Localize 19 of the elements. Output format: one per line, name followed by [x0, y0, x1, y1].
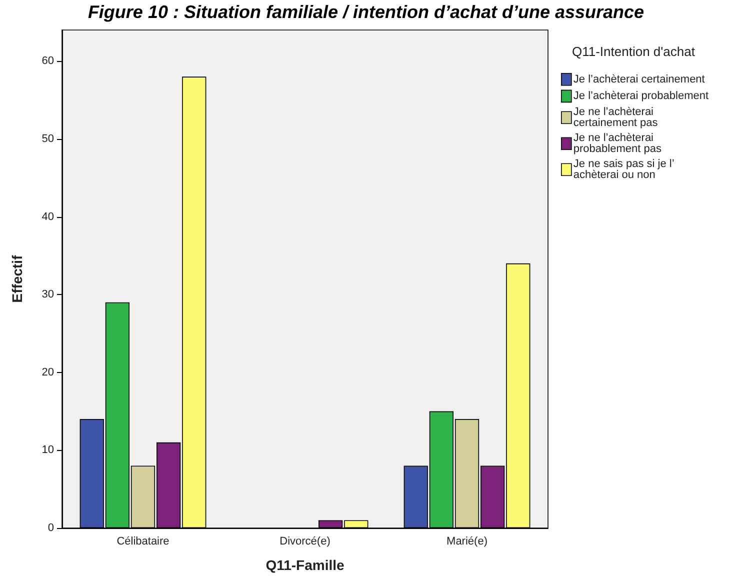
x-tick-label: Divorcé(e) [280, 536, 330, 548]
legend-label: Je ne l’achèterai certainement pas [573, 106, 658, 130]
x-tick-label: Célibataire [116, 536, 170, 548]
y-tick-label: 20 [42, 366, 54, 378]
chart-title: Figure 10 : Situation familiale / intention d’achat d’une assurance [86, 2, 646, 23]
y-tick-label: 0 [48, 522, 54, 534]
x-axis-title: Q11-Famille [266, 557, 345, 573]
x-tick-label: Marié(e) [446, 536, 488, 548]
legend-label: Je ne sais pas si je l’ achèterai ou non [573, 158, 677, 182]
legend-title: Q11-Intention d'achat [572, 44, 696, 59]
y-tick-label: 10 [42, 444, 54, 456]
legend-label: Je l’achèterai certainement [573, 73, 705, 86]
legend-label: Je l’achèterai probablement [573, 90, 709, 102]
y-tick-label: 60 [42, 55, 54, 68]
y-tick-label: 40 [42, 210, 54, 223]
y-tick-label: 30 [42, 288, 54, 301]
legend-label: Je ne l’achèterai probablement pas [573, 132, 662, 156]
y-tick-label: 50 [42, 132, 54, 145]
y-axis-title: Effectif [9, 254, 25, 303]
